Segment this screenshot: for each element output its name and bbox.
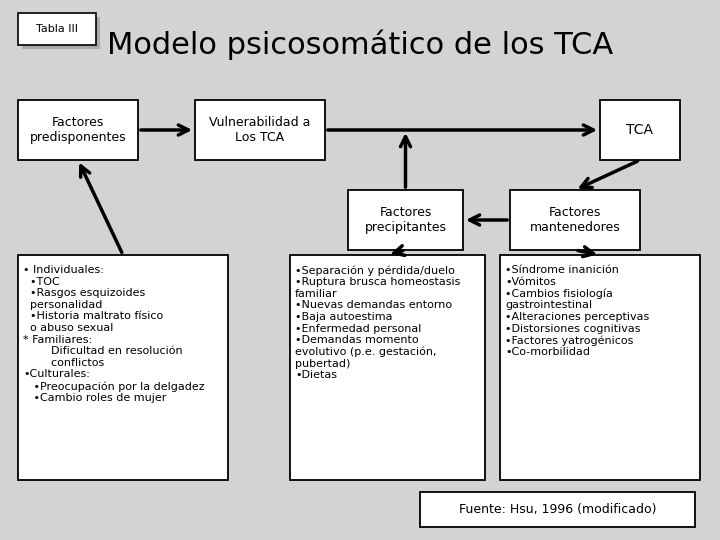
Text: Modelo psicosomático de los TCA: Modelo psicosomático de los TCA — [107, 30, 613, 60]
Bar — [600, 100, 680, 160]
Text: •Síndrome inanición
•Vómitos
•Cambios fisiología
gastrointestinal
•Alteraciones : •Síndrome inanición •Vómitos •Cambios fi… — [505, 265, 649, 357]
Text: Fuente: Hsu, 1996 (modificado): Fuente: Hsu, 1996 (modificado) — [459, 503, 656, 516]
Bar — [22, 17, 100, 49]
Bar — [18, 13, 96, 45]
Bar — [18, 255, 228, 480]
Text: • Individuales:
  •TOC
  •Rasgos esquizoides
  personalidad
  •Historia maltrato: • Individuales: •TOC •Rasgos esquizoides… — [23, 265, 204, 403]
Bar — [510, 190, 640, 250]
Text: •Separación y pérdida/duelo
•Ruptura brusca homeostasis
familiar
•Nuevas demanda: •Separación y pérdida/duelo •Ruptura bru… — [295, 265, 460, 381]
Bar — [290, 255, 485, 480]
Bar — [348, 190, 463, 250]
Text: TCA: TCA — [626, 123, 654, 137]
Text: Vulnerabilidad a
Los TCA: Vulnerabilidad a Los TCA — [210, 116, 311, 144]
Text: Factores
precipitantes: Factores precipitantes — [364, 206, 446, 234]
Bar — [500, 255, 700, 480]
Bar — [18, 100, 138, 160]
Bar — [195, 100, 325, 160]
Bar — [420, 492, 695, 527]
Text: Tabla III: Tabla III — [36, 24, 78, 34]
Text: Factores
predisponentes: Factores predisponentes — [30, 116, 126, 144]
Text: Factores
mantenedores: Factores mantenedores — [530, 206, 621, 234]
